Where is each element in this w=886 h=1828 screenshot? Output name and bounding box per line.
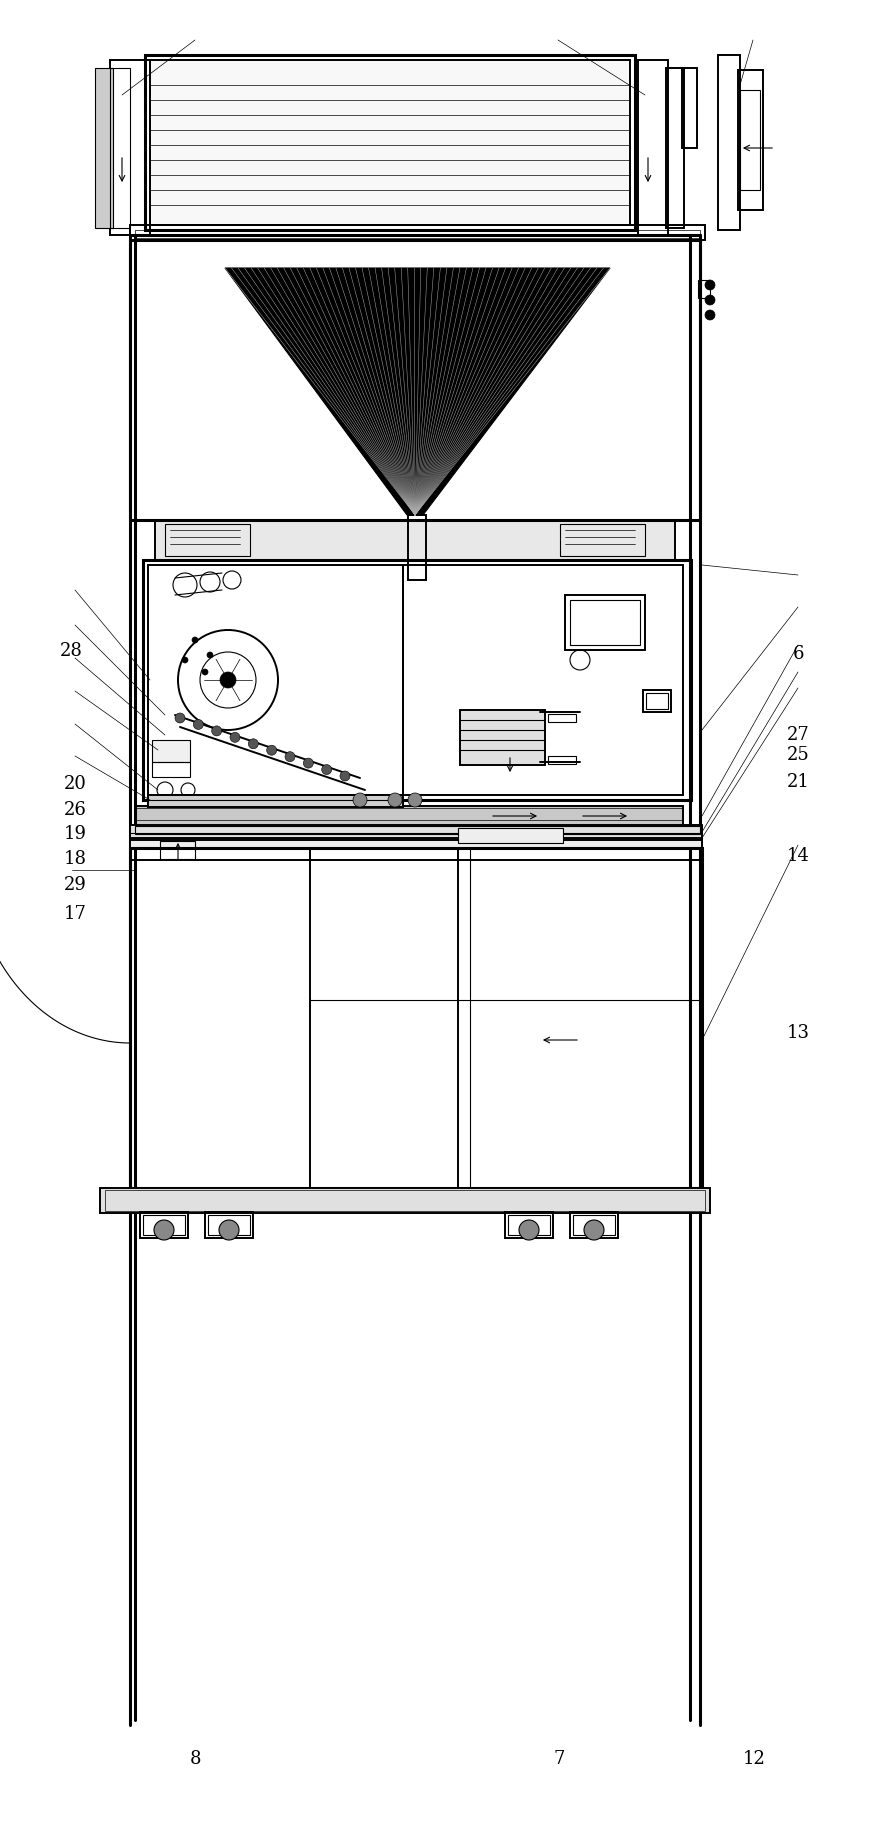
Circle shape	[322, 764, 331, 775]
Bar	[548, 715, 575, 722]
Text: 20: 20	[64, 775, 87, 793]
Text: 18: 18	[64, 850, 87, 868]
Bar	[570, 600, 640, 645]
Bar	[148, 565, 402, 795]
Bar	[504, 1212, 552, 1238]
Text: 29: 29	[64, 876, 87, 894]
Circle shape	[154, 1219, 174, 1239]
Circle shape	[193, 720, 203, 729]
Bar	[642, 689, 670, 711]
Circle shape	[353, 793, 367, 806]
Circle shape	[284, 751, 295, 762]
Bar	[207, 1216, 250, 1236]
Circle shape	[182, 656, 188, 664]
Circle shape	[518, 1219, 539, 1239]
Circle shape	[704, 294, 714, 305]
Polygon shape	[225, 269, 610, 515]
Bar	[95, 68, 113, 228]
Bar	[665, 68, 683, 228]
Bar	[205, 1212, 253, 1238]
Bar	[548, 757, 575, 764]
Bar	[130, 837, 701, 848]
Circle shape	[387, 793, 401, 806]
Circle shape	[339, 771, 350, 781]
Circle shape	[212, 726, 222, 737]
Bar	[697, 280, 709, 298]
Bar	[739, 90, 759, 190]
Text: 14: 14	[786, 846, 809, 865]
Text: 25: 25	[786, 746, 809, 764]
Bar	[637, 60, 667, 236]
Bar	[135, 826, 699, 834]
Bar	[110, 68, 130, 228]
Circle shape	[202, 669, 207, 675]
Circle shape	[220, 673, 236, 687]
Bar	[130, 848, 701, 1188]
Bar	[681, 68, 696, 148]
Bar	[165, 525, 250, 556]
Circle shape	[206, 653, 213, 658]
Bar	[140, 1212, 188, 1238]
Bar	[143, 559, 690, 801]
Bar	[152, 762, 190, 777]
Bar	[402, 565, 682, 795]
Bar	[159, 841, 195, 859]
Circle shape	[267, 746, 276, 755]
Bar	[143, 1216, 185, 1236]
Bar	[460, 709, 544, 764]
Bar	[135, 806, 682, 826]
Bar	[150, 60, 629, 225]
Bar	[572, 1216, 614, 1236]
Text: 8: 8	[190, 1749, 200, 1768]
Bar	[152, 740, 190, 762]
Bar	[130, 239, 699, 519]
Text: 13: 13	[786, 1024, 809, 1042]
Text: 26: 26	[64, 801, 87, 819]
Bar	[130, 225, 704, 239]
Bar	[737, 69, 762, 210]
Text: 28: 28	[59, 642, 82, 660]
Text: 6: 6	[792, 645, 803, 664]
Bar	[100, 1188, 709, 1214]
Bar	[110, 60, 150, 236]
Text: 21: 21	[786, 773, 809, 792]
Bar	[508, 1216, 549, 1236]
Bar	[408, 515, 425, 579]
Bar	[717, 55, 739, 230]
Bar	[144, 55, 634, 230]
Circle shape	[175, 713, 185, 724]
Text: 27: 27	[786, 726, 809, 744]
Circle shape	[303, 759, 313, 768]
Text: 12: 12	[742, 1749, 765, 1768]
Circle shape	[704, 311, 714, 320]
Bar	[135, 230, 699, 238]
Circle shape	[408, 793, 422, 806]
Bar	[645, 693, 667, 709]
Bar	[564, 594, 644, 651]
Circle shape	[248, 739, 258, 749]
Text: 7: 7	[553, 1749, 563, 1768]
Bar	[570, 1212, 618, 1238]
Circle shape	[229, 733, 240, 742]
Circle shape	[219, 1219, 238, 1239]
Bar	[155, 519, 674, 559]
Bar	[457, 828, 563, 843]
Circle shape	[191, 636, 198, 643]
Bar	[130, 824, 701, 841]
Circle shape	[583, 1219, 603, 1239]
Circle shape	[704, 280, 714, 291]
Text: 19: 19	[64, 824, 87, 843]
Bar	[105, 1190, 704, 1210]
Bar	[148, 795, 402, 806]
Bar	[559, 525, 644, 556]
Text: 17: 17	[64, 905, 87, 923]
